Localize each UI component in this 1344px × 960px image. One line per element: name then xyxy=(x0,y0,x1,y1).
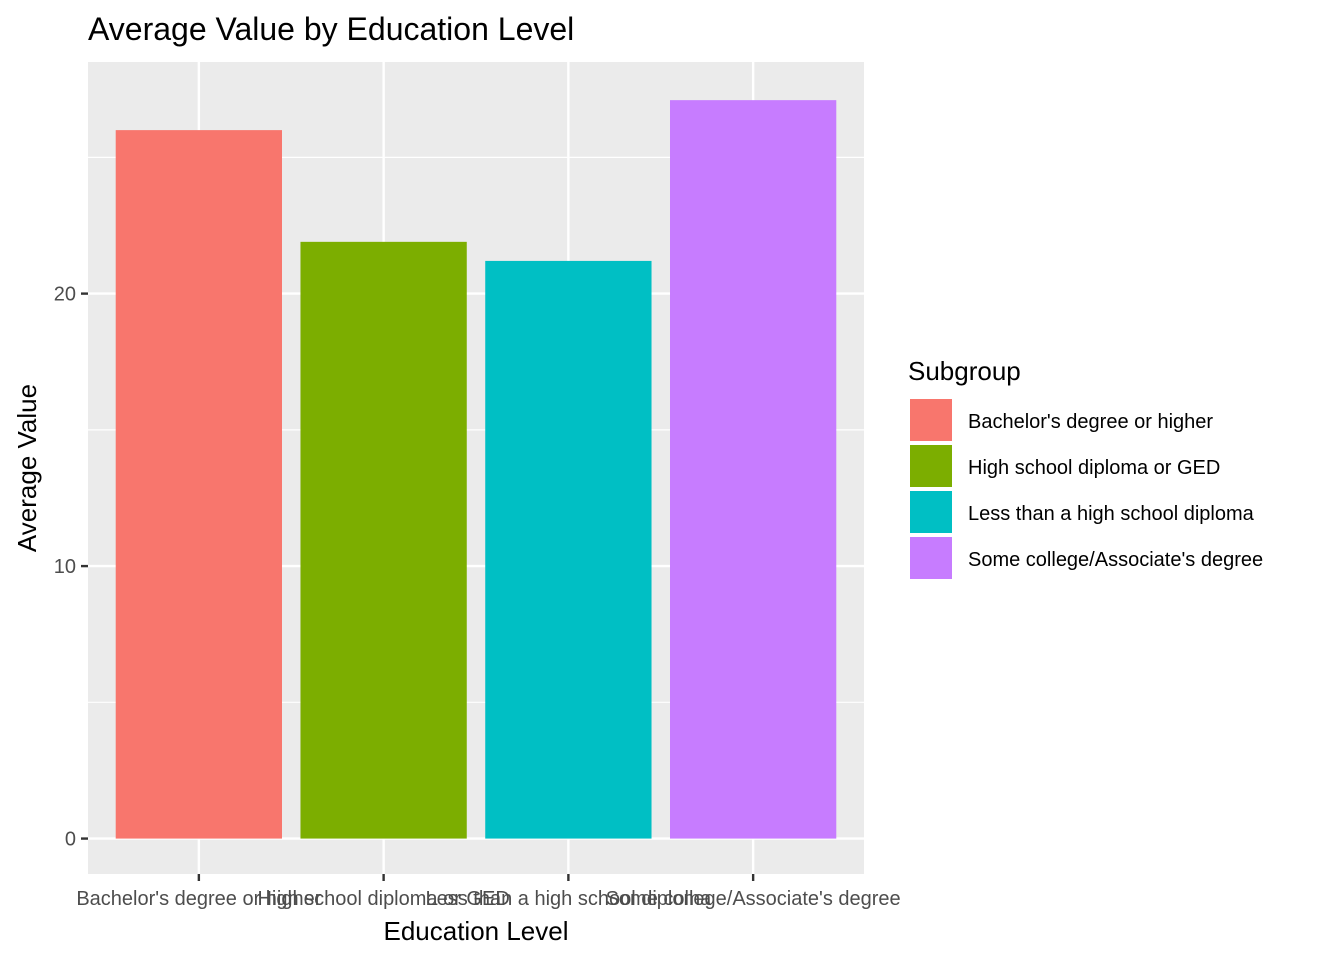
legend-swatch xyxy=(908,489,954,535)
y-tick-label: 10 xyxy=(54,556,76,578)
legend-swatch xyxy=(908,443,954,489)
legend-label: Some college/Associate's degree xyxy=(968,549,1263,571)
y-axis: 0 10 20 xyxy=(54,284,88,851)
chart-title: Average Value by Education Level xyxy=(88,11,574,47)
legend-entries: Bachelor's degree or higher High school d… xyxy=(908,397,1263,581)
y-tick-label: 0 xyxy=(65,829,76,851)
bar xyxy=(485,260,652,839)
x-tick-label: Some college/Associate's degree xyxy=(606,888,901,910)
x-axis-title: Education Level xyxy=(383,916,568,946)
bar xyxy=(300,241,467,839)
bar xyxy=(115,130,282,839)
y-axis-title: Average Value xyxy=(12,384,42,552)
legend-label: Less than a high school diploma xyxy=(968,503,1255,525)
y-tick-label: 20 xyxy=(54,284,76,306)
bar xyxy=(670,100,837,839)
x-tick-label: Less than a high school diploma xyxy=(426,888,713,910)
legend-swatch xyxy=(908,535,954,581)
x-tick-label: High school diploma or GED xyxy=(257,888,509,910)
legend-label: High school diploma or GED xyxy=(968,457,1220,479)
legend-title: Subgroup xyxy=(908,356,1021,386)
legend: Subgroup Bachelor's degree or higher High… xyxy=(908,356,1263,581)
legend-swatch xyxy=(908,397,954,443)
legend-label: Bachelor's degree or higher xyxy=(968,411,1213,433)
x-tick-label: Bachelor's degree or higher xyxy=(76,888,321,910)
bars xyxy=(115,100,837,839)
